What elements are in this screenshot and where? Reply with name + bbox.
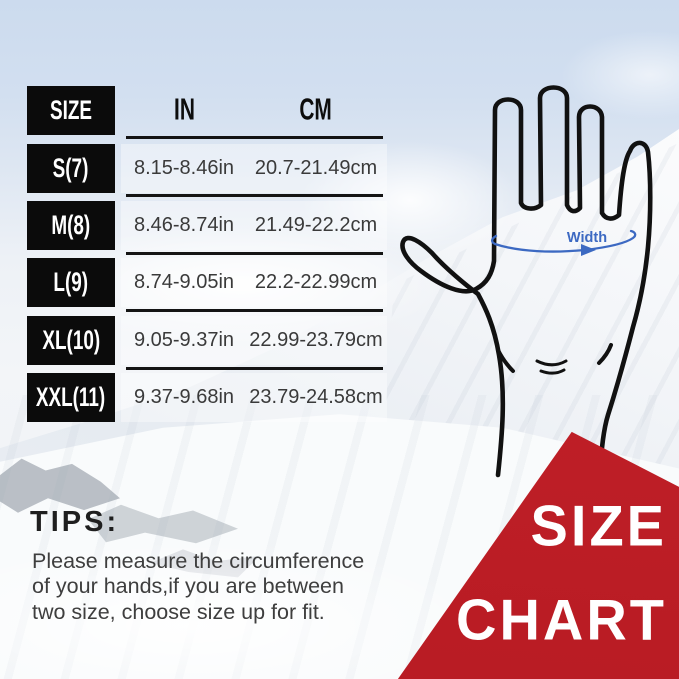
in-value-cell: 9.05-9.37in (133, 329, 235, 351)
in-header-label: IN (173, 93, 195, 127)
banner-line-size: SIZE (530, 493, 667, 558)
size-cell-label: S(7) (53, 153, 89, 183)
row-divider (126, 309, 383, 312)
snow-highlight (0, 545, 470, 679)
row-divider (126, 194, 383, 197)
tips-body: Please measure the circumference of your… (32, 549, 364, 625)
size-cell: L(9) (27, 258, 115, 307)
in-header-cell: IN (104, 86, 264, 135)
size-cell-label: M(8) (51, 210, 91, 240)
wrist-line (539, 368, 566, 375)
row-strip (121, 373, 387, 422)
row-divider (126, 252, 383, 255)
in-value-cell: 8.74-9.05in (133, 271, 235, 293)
cm-value-cell: 23.79-24.58cm (249, 386, 383, 408)
row-strip (121, 201, 387, 250)
cm-header-label: CM (299, 93, 333, 127)
width-arrow-icon (490, 229, 637, 253)
size-header-label: SIZE (49, 95, 92, 125)
cm-value-cell: 21.49-22.2cm (254, 214, 378, 236)
in-value-cell: 9.37-9.68in (133, 386, 235, 408)
header-divider (126, 136, 383, 139)
size-header-cell: SIZE (27, 86, 115, 135)
tips-body-line: two size, choose size up for fit. (32, 599, 325, 624)
in-value-cell: 8.46-8.74in (133, 214, 235, 236)
size-cell: M(8) (27, 201, 115, 250)
width-arrowhead-icon (581, 244, 596, 256)
wrist-line (535, 359, 568, 367)
row-strip (121, 258, 387, 307)
tips-heading: TIPS: (30, 506, 120, 538)
in-value-cell: 8.15-8.46in (133, 157, 235, 179)
size-cell: S(7) (27, 144, 115, 193)
row-divider (126, 367, 383, 370)
size-cell: XXL(11) (27, 373, 115, 422)
hand-diagram: Width (400, 85, 653, 479)
size-cell: XL(10) (27, 316, 115, 365)
hand-outline-icon (400, 85, 653, 479)
cm-value-cell: 20.7-21.49cm (254, 157, 378, 179)
tips-body-line: of your hands,if you are between (32, 574, 344, 599)
size-cell-label: L(9) (53, 267, 89, 297)
row-strip (121, 316, 387, 365)
cm-header-cell: CM (236, 86, 396, 135)
size-cell-label: XXL(11) (36, 382, 106, 412)
width-label: Width (567, 230, 607, 246)
cm-value-cell: 22.99-23.79cm (249, 329, 383, 351)
size-cell-label: XL(10) (42, 325, 100, 355)
cm-value-cell: 22.2-22.99cm (254, 271, 378, 293)
banner-line-chart: CHART (456, 587, 667, 652)
palm-crease-left (496, 348, 515, 373)
palm-crease-right (597, 343, 613, 365)
row-strip (121, 144, 387, 193)
tips-body-line: Please measure the circumference (32, 549, 365, 573)
